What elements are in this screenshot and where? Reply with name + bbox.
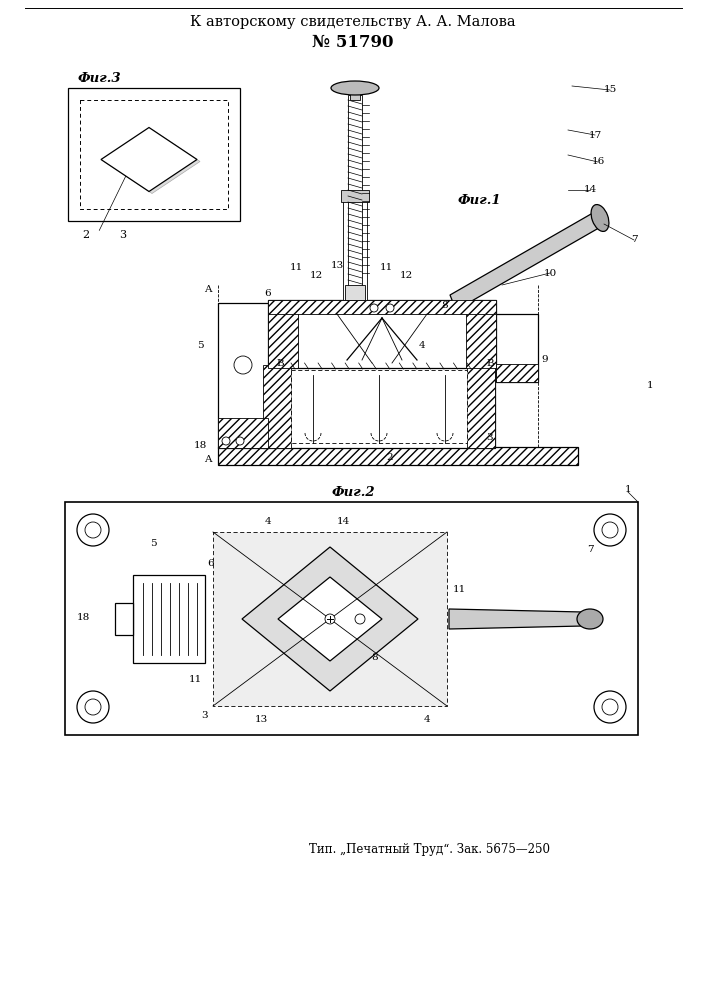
- Text: 11: 11: [188, 676, 201, 684]
- Text: 8: 8: [442, 300, 448, 310]
- Circle shape: [325, 614, 335, 624]
- Bar: [263, 365, 495, 448]
- Text: 1: 1: [625, 486, 631, 494]
- Text: 15: 15: [603, 86, 617, 95]
- Circle shape: [85, 699, 101, 715]
- Text: 3: 3: [119, 230, 127, 240]
- Circle shape: [77, 514, 109, 546]
- Text: 11: 11: [452, 585, 466, 594]
- Bar: [268, 300, 496, 368]
- Text: 13: 13: [255, 714, 268, 724]
- Polygon shape: [278, 577, 382, 661]
- Polygon shape: [242, 547, 418, 691]
- Text: 5: 5: [197, 340, 204, 350]
- Bar: [291, 370, 467, 443]
- Text: 9: 9: [542, 356, 549, 364]
- Bar: [466, 300, 496, 368]
- Polygon shape: [450, 210, 604, 310]
- Text: 18: 18: [76, 613, 90, 622]
- Bar: [65, 502, 638, 735]
- Text: 4: 4: [419, 340, 426, 350]
- Text: B: B: [276, 359, 284, 367]
- Ellipse shape: [591, 205, 609, 231]
- Text: 12: 12: [399, 271, 413, 280]
- Circle shape: [77, 691, 109, 723]
- Text: 5: 5: [150, 540, 156, 548]
- Text: A: A: [204, 286, 212, 294]
- Circle shape: [236, 437, 244, 445]
- Polygon shape: [101, 127, 197, 192]
- Bar: [348, 95, 362, 300]
- Polygon shape: [449, 609, 583, 629]
- Bar: [341, 190, 369, 202]
- Text: 6: 6: [208, 560, 214, 568]
- Bar: [263, 365, 291, 448]
- Text: 6: 6: [264, 288, 271, 298]
- Text: 12: 12: [310, 271, 322, 280]
- Text: 14: 14: [337, 518, 350, 526]
- Circle shape: [594, 691, 626, 723]
- Bar: [68, 88, 240, 221]
- Text: 11: 11: [289, 263, 303, 272]
- Text: 13: 13: [330, 260, 344, 269]
- Circle shape: [355, 614, 365, 624]
- Text: 4: 4: [264, 518, 271, 526]
- Bar: [218, 447, 578, 465]
- Text: 10: 10: [544, 268, 556, 277]
- Bar: [218, 447, 578, 465]
- Text: A: A: [204, 456, 212, 464]
- Bar: [80, 100, 228, 209]
- Circle shape: [594, 514, 626, 546]
- Text: 1: 1: [647, 380, 653, 389]
- Bar: [133, 575, 205, 663]
- Circle shape: [386, 304, 394, 312]
- Text: Фиг.2: Фиг.2: [331, 486, 375, 498]
- Circle shape: [602, 522, 618, 538]
- Bar: [268, 300, 496, 314]
- Bar: [115, 603, 133, 635]
- Ellipse shape: [577, 609, 603, 629]
- Bar: [496, 364, 538, 382]
- Text: 4: 4: [423, 714, 431, 724]
- Circle shape: [602, 699, 618, 715]
- Ellipse shape: [331, 81, 379, 95]
- Text: 2: 2: [387, 454, 393, 462]
- Bar: [218, 303, 268, 448]
- Text: 7: 7: [587, 546, 593, 554]
- Polygon shape: [104, 129, 200, 194]
- Text: Тип. „Печатный Труд“. Зак. 5675—250: Тип. „Печатный Труд“. Зак. 5675—250: [310, 844, 551, 856]
- Bar: [213, 532, 447, 706]
- Text: 16: 16: [591, 157, 604, 166]
- Text: 7: 7: [631, 235, 637, 244]
- Circle shape: [370, 304, 378, 312]
- Bar: [268, 300, 298, 368]
- Bar: [496, 314, 538, 382]
- Bar: [345, 285, 365, 300]
- Circle shape: [234, 356, 252, 374]
- Text: 8: 8: [372, 652, 378, 662]
- Text: 14: 14: [583, 186, 597, 194]
- Text: Фиг.1: Фиг.1: [458, 194, 502, 207]
- Bar: [350, 88, 360, 100]
- Text: К авторскому свидетельству А. А. Малова: К авторскому свидетельству А. А. Малова: [190, 15, 516, 29]
- Bar: [218, 418, 268, 448]
- Text: 18: 18: [194, 440, 206, 450]
- Bar: [343, 195, 367, 300]
- Circle shape: [222, 437, 230, 445]
- Circle shape: [85, 522, 101, 538]
- Text: 17: 17: [588, 130, 602, 139]
- Text: Фиг.3: Фиг.3: [78, 72, 122, 85]
- Text: 3: 3: [486, 434, 493, 442]
- Text: 3: 3: [201, 710, 209, 720]
- Text: № 51790: № 51790: [312, 33, 394, 50]
- Text: 2: 2: [83, 230, 90, 240]
- Text: 11: 11: [380, 263, 392, 272]
- Text: B: B: [486, 359, 493, 367]
- Bar: [467, 365, 495, 448]
